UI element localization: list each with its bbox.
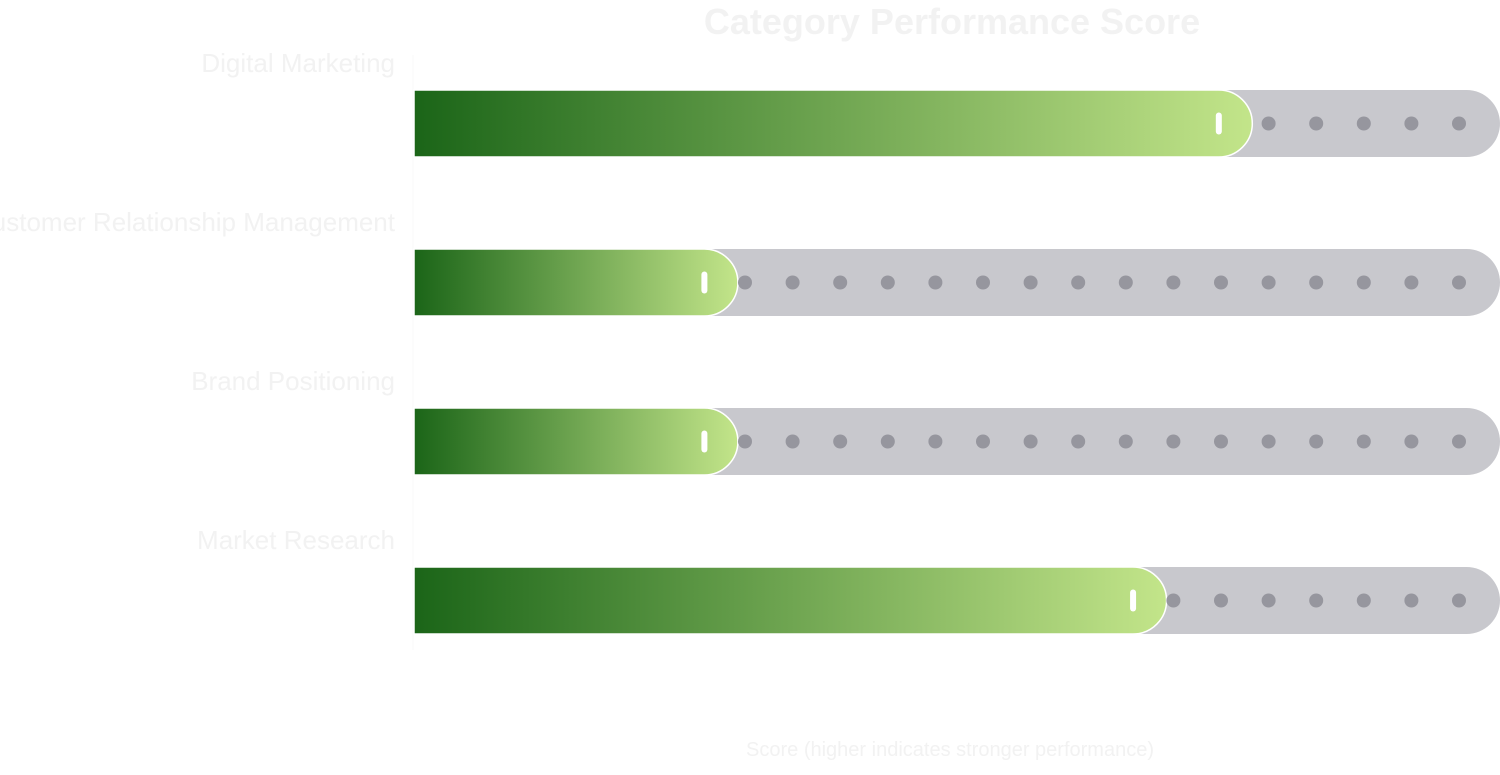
track-dot (928, 434, 943, 449)
track-dot (1356, 434, 1371, 449)
track-dot (1261, 434, 1276, 449)
track-dot (1452, 434, 1466, 449)
track-dot (1166, 275, 1181, 290)
bar-handle (1130, 589, 1137, 612)
track-dot (1404, 116, 1419, 131)
track-dot (1166, 434, 1181, 449)
track-dot (1166, 593, 1181, 608)
track-dot (1261, 593, 1276, 608)
track-dot (1118, 275, 1133, 290)
track-dot (1309, 434, 1324, 449)
track-dot (1452, 116, 1466, 131)
track-dot (833, 434, 848, 449)
bar-handle (1215, 112, 1222, 135)
bar-group: Brand Positioning (191, 366, 1500, 476)
category-label: Brand Positioning (191, 366, 395, 396)
bars-layer: Digital Marketing Customer Relationship M… (0, 48, 1500, 635)
track-dot (738, 434, 752, 449)
track-dot (1214, 275, 1228, 290)
chart-title: Category Performance Score (704, 1, 1200, 42)
bar (413, 89, 1254, 158)
track-dot (1071, 275, 1086, 290)
track-dot (1071, 434, 1086, 449)
category-label: Market Research (197, 525, 395, 555)
bar-handle (701, 430, 708, 453)
bar-handle (701, 271, 708, 294)
track-dot (785, 275, 800, 290)
bar-group: Market Research (197, 525, 1500, 635)
track-dot (1118, 434, 1133, 449)
track-dot (1356, 275, 1371, 290)
track-dot (1023, 275, 1038, 290)
track-dot (880, 434, 895, 449)
bar (413, 566, 1168, 635)
track-dot (928, 275, 943, 290)
track-dot (1309, 116, 1324, 131)
track-dot (1309, 593, 1324, 608)
track-dot (1214, 434, 1228, 449)
track-dot (1261, 116, 1276, 131)
track-dot (1309, 275, 1324, 290)
track-dot (1356, 116, 1371, 131)
category-label: Digital Marketing (201, 48, 395, 78)
bar (413, 248, 739, 317)
track-dot (976, 275, 990, 290)
track-dot (1261, 275, 1276, 290)
track-dot (1404, 593, 1419, 608)
track-dot (1404, 434, 1419, 449)
x-axis-label: Score (higher indicates stronger perform… (746, 739, 1154, 761)
bar-group: Digital Marketing (201, 48, 1500, 158)
track-dot (833, 275, 848, 290)
track-dot (880, 275, 895, 290)
track-dot (785, 434, 800, 449)
track-dot (1452, 593, 1466, 608)
track-dot (1214, 593, 1228, 608)
track-dot (1452, 275, 1466, 290)
track-dot (1356, 593, 1371, 608)
track-dot (738, 275, 752, 290)
track-dot (976, 434, 990, 449)
track-dot (1023, 434, 1038, 449)
category-label: Customer Relationship Management (0, 207, 396, 237)
bar (413, 407, 739, 476)
track-dot (1404, 275, 1419, 290)
bar-group: Customer Relationship Management (0, 207, 1500, 317)
